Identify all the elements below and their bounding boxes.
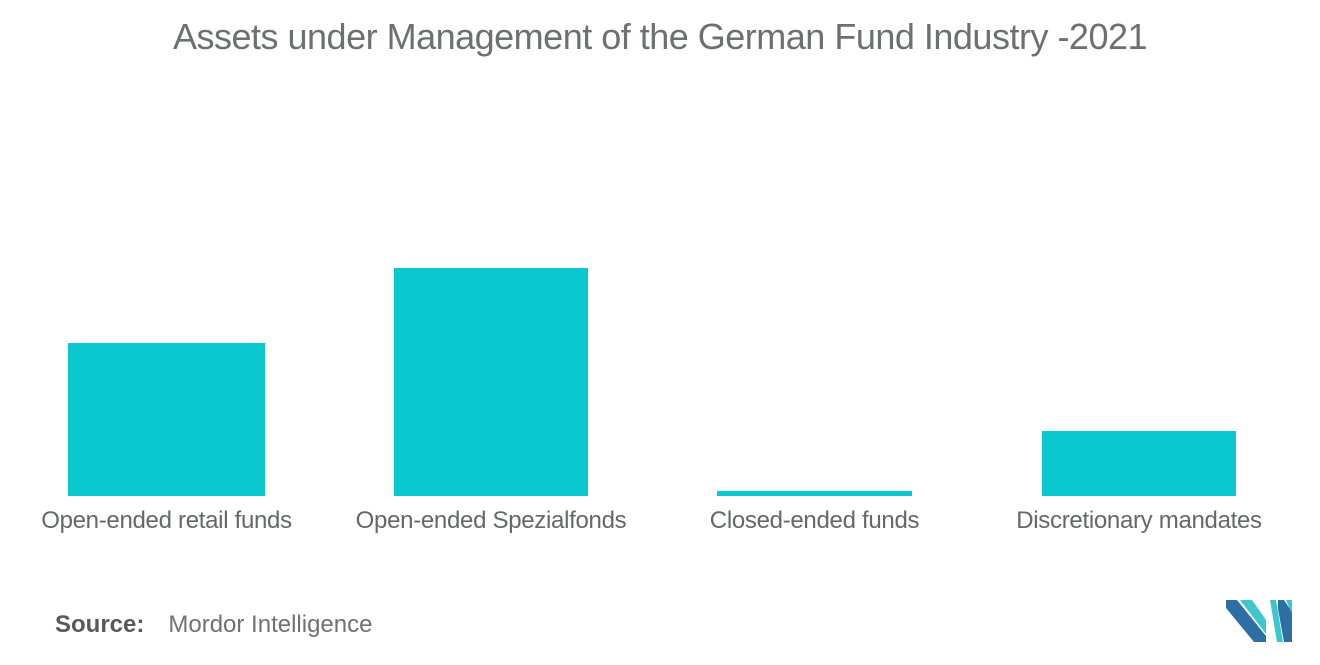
logo-teal-stripe-right [1270,600,1283,642]
category-label-closed-ended-funds: Closed-ended funds [709,507,920,534]
bar-closed-ended-funds [717,491,912,496]
logo-teal-shape-left [1240,600,1266,634]
logo-teal-corner-right [1286,600,1292,614]
bar-open-ended-retail-funds [68,343,265,496]
chart-title: Assets under Management of the German Fu… [172,16,1148,57]
mordor-intelligence-logo [1226,600,1292,642]
category-label-open-ended-spezialfonds: Open-ended Spezialfonds [355,507,627,534]
logo-blue-shape-left [1226,600,1266,642]
bar-open-ended-spezialfonds [394,268,588,496]
bar-discretionary-mandates [1042,431,1236,496]
source-value: Mordor Intelligence [168,611,373,638]
logo-blue-shape-right [1278,600,1292,642]
category-label-discretionary-mandates: Discretionary mandates [1016,507,1262,534]
source-label: Source: [55,611,145,638]
category-label-open-ended-retail-funds: Open-ended retail funds [41,507,292,534]
source-row: Source: Mordor Intelligence [55,611,372,639]
